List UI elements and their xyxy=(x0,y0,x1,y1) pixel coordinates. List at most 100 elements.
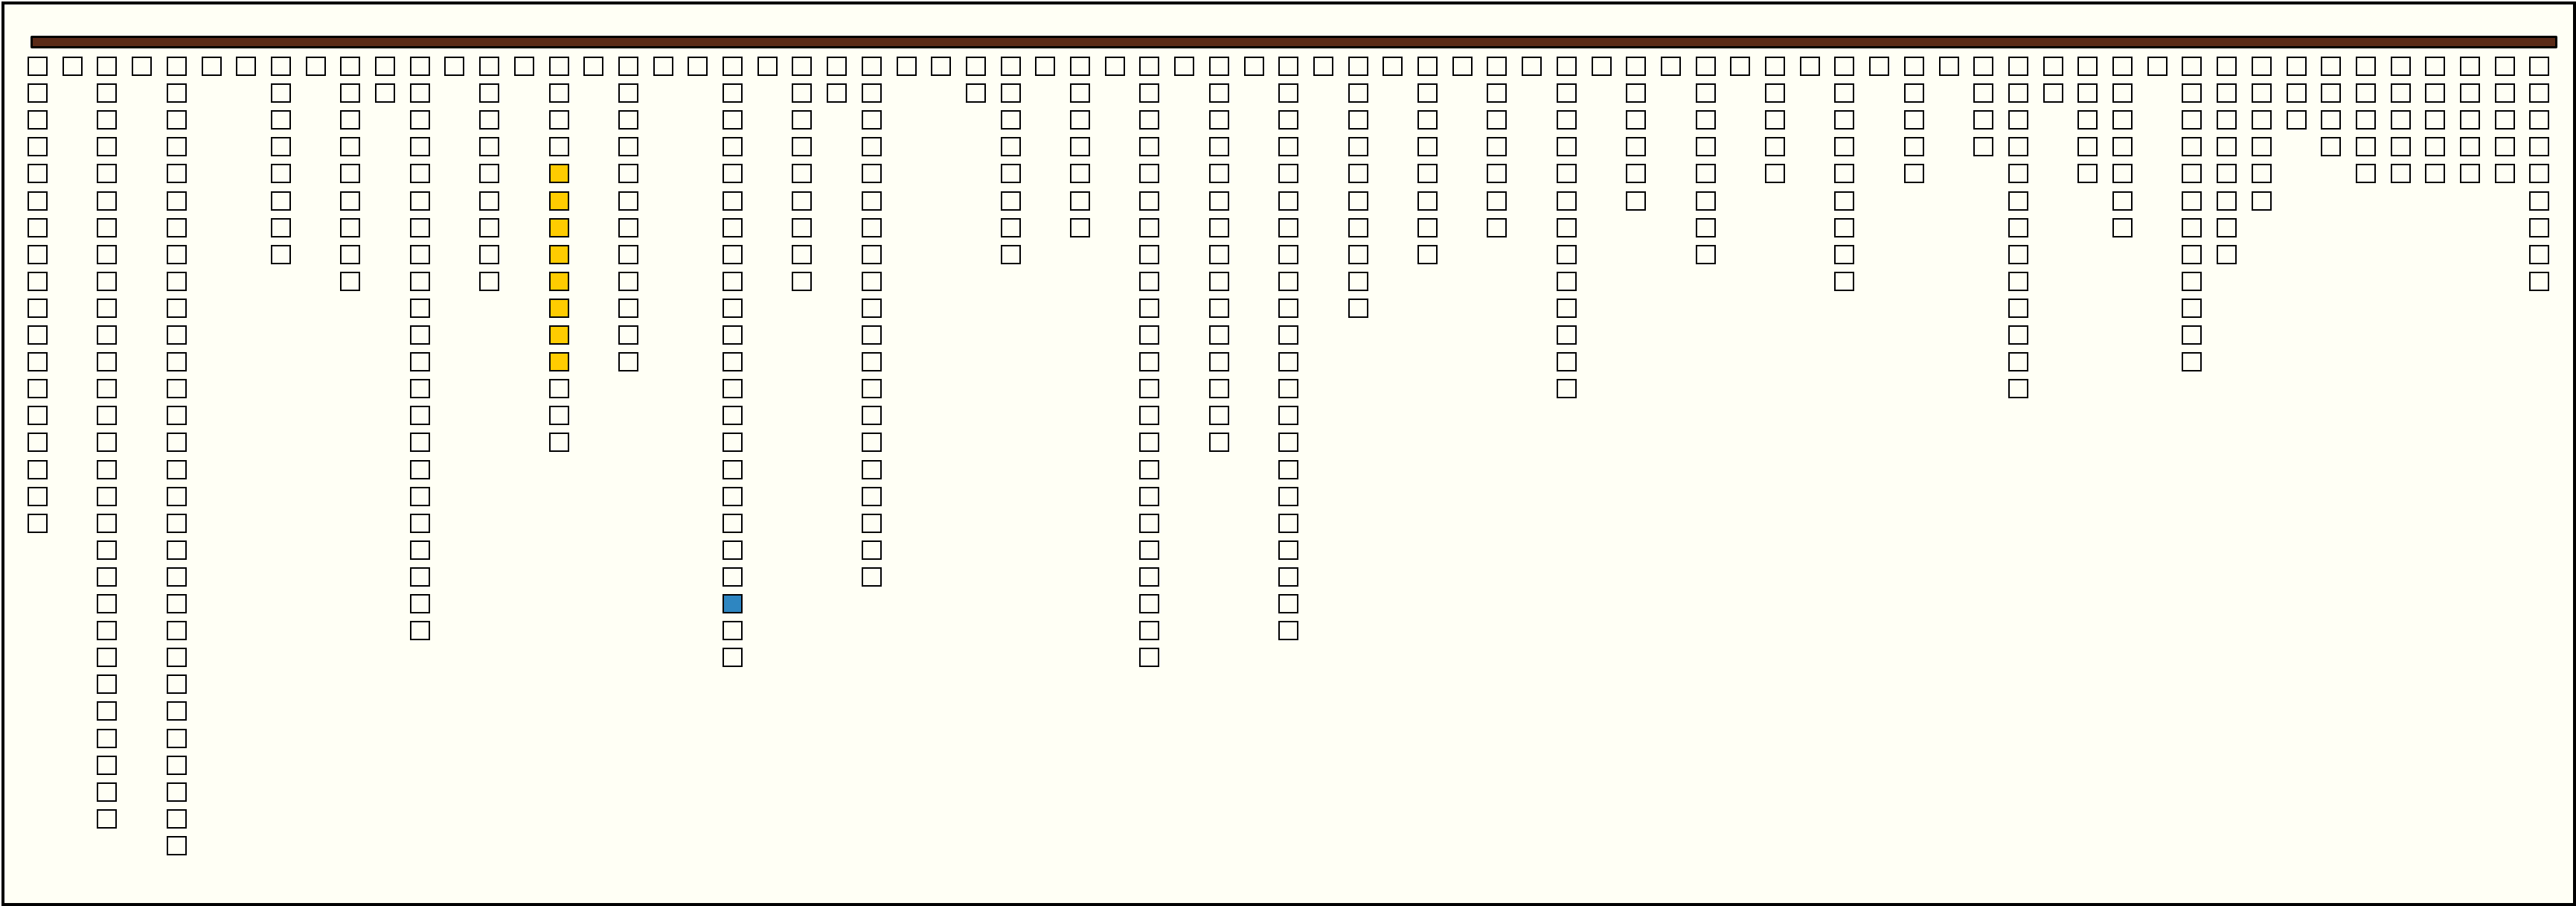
cell xyxy=(28,487,48,506)
cell xyxy=(1348,57,1368,76)
cell xyxy=(549,137,569,156)
cell xyxy=(2077,164,2098,183)
cell xyxy=(167,110,187,130)
cell xyxy=(1452,57,1473,76)
cell xyxy=(862,299,882,318)
cell xyxy=(1487,164,1507,183)
cell xyxy=(479,83,499,103)
cell xyxy=(97,164,117,183)
cell xyxy=(2217,245,2237,264)
cell xyxy=(862,352,882,371)
cell xyxy=(2217,191,2237,211)
cell xyxy=(97,218,117,237)
cell xyxy=(1278,137,1298,156)
cell xyxy=(862,567,882,587)
cell xyxy=(306,57,326,76)
cell xyxy=(618,83,638,103)
cell xyxy=(1834,218,1854,237)
cell xyxy=(1278,514,1298,533)
cell xyxy=(618,299,638,318)
cell xyxy=(28,110,48,130)
cell xyxy=(340,272,360,291)
cell xyxy=(1278,621,1298,640)
cell xyxy=(792,110,812,130)
cell xyxy=(1209,325,1229,345)
cell xyxy=(1278,191,1298,211)
cell xyxy=(1696,191,1716,211)
cell xyxy=(2008,83,2028,103)
cell xyxy=(1904,164,1924,183)
cell xyxy=(2356,164,2376,183)
cell xyxy=(2252,57,2272,76)
cell xyxy=(1139,218,1159,237)
cell xyxy=(1209,406,1229,425)
cell xyxy=(2425,57,2445,76)
cell xyxy=(966,83,986,103)
cell xyxy=(827,57,847,76)
cell xyxy=(723,164,743,183)
cell xyxy=(2182,164,2202,183)
cell xyxy=(97,137,117,156)
cell xyxy=(97,514,117,533)
cell xyxy=(1904,57,1924,76)
cell xyxy=(2321,137,2341,156)
cell xyxy=(410,567,430,587)
cell xyxy=(1592,57,1612,76)
cell xyxy=(2529,57,2549,76)
cell xyxy=(410,245,430,264)
cell xyxy=(1487,137,1507,156)
cell xyxy=(1696,218,1716,237)
cell xyxy=(1348,191,1368,211)
cell xyxy=(2252,137,2272,156)
highlighted-cell xyxy=(549,325,569,345)
cell xyxy=(28,460,48,479)
cell xyxy=(63,57,83,76)
cell xyxy=(2287,57,2307,76)
cell xyxy=(1209,352,1229,371)
cell xyxy=(1696,83,1716,103)
cell xyxy=(2182,352,2202,371)
cell xyxy=(2356,110,2376,130)
cell xyxy=(1278,325,1298,345)
cell xyxy=(723,460,743,479)
cell xyxy=(97,809,117,829)
cell xyxy=(2182,191,2202,211)
cell xyxy=(97,729,117,748)
cell xyxy=(618,57,638,76)
cell xyxy=(28,191,48,211)
cell xyxy=(97,379,117,398)
cell xyxy=(862,325,882,345)
cell xyxy=(1696,164,1716,183)
cell xyxy=(97,674,117,694)
cell xyxy=(931,57,951,76)
highlighted-cell xyxy=(549,164,569,183)
cell xyxy=(1139,379,1159,398)
cell xyxy=(1557,218,1577,237)
cell xyxy=(862,460,882,479)
cell xyxy=(1557,272,1577,291)
cell xyxy=(410,299,430,318)
cell xyxy=(1417,57,1438,76)
cell xyxy=(1209,57,1229,76)
cell xyxy=(2008,352,2028,371)
cell xyxy=(1696,137,1716,156)
cell xyxy=(862,245,882,264)
cell xyxy=(966,57,986,76)
cell xyxy=(167,460,187,479)
cell xyxy=(1557,191,1577,211)
cell xyxy=(1348,218,1368,237)
cell xyxy=(1209,433,1229,452)
cell xyxy=(1765,83,1785,103)
highlighted-cell xyxy=(549,245,569,264)
cell xyxy=(2529,272,2549,291)
cell xyxy=(723,83,743,103)
cell xyxy=(2112,191,2133,211)
cell xyxy=(97,460,117,479)
cell xyxy=(1696,110,1716,130)
cell xyxy=(410,487,430,506)
cell xyxy=(2043,57,2063,76)
cell xyxy=(1557,299,1577,318)
cell xyxy=(549,406,569,425)
cell xyxy=(271,110,291,130)
cell xyxy=(1070,137,1090,156)
